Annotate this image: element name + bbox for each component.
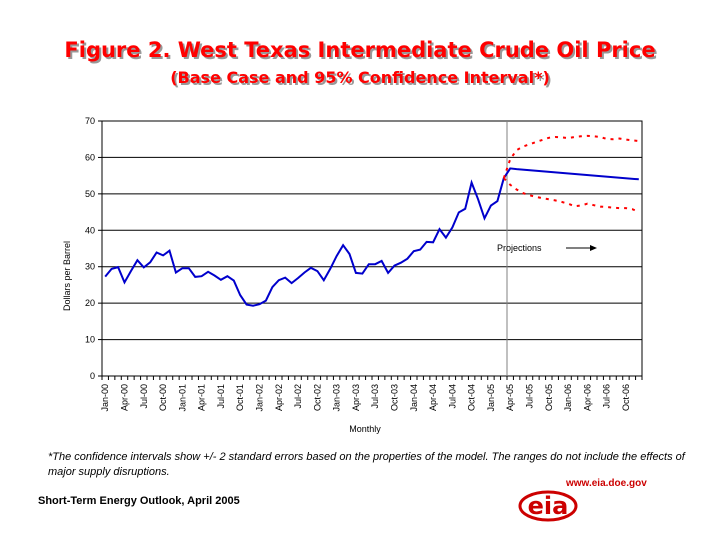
x-tick-label: Jan-06 [563, 384, 573, 412]
y-tick-label: 60 [85, 152, 95, 162]
footnote: *The confidence intervals show +/- 2 sta… [48, 451, 685, 478]
x-tick-label: Jul-05 [525, 384, 535, 409]
source-caption: Short-Term Energy Outlook, April 2005 [38, 495, 240, 507]
x-tick-label: Oct-00 [158, 384, 168, 411]
x-tick-label: Oct-05 [544, 384, 554, 411]
y-axis-ticks: 0 10 20 30 40 50 60 70 [85, 116, 102, 381]
x-tick-label: Jul-04 [447, 384, 457, 409]
y-axis-label: Dollars per Barrel [62, 241, 72, 311]
x-tick-label: Apr-03 [351, 384, 361, 411]
eia-logo-icon: eia [518, 490, 578, 522]
projections-annotation: Projections [497, 243, 542, 253]
x-tick-label: Oct-03 [390, 384, 400, 411]
x-tick-label: Oct-04 [467, 384, 477, 411]
chart-title: Figure 2. West Texas Intermediate Crude … [64, 38, 656, 62]
y-tick-label: 30 [85, 262, 95, 272]
x-tick-label: Jan-04 [409, 384, 419, 412]
x-tick-label: Apr-06 [582, 384, 592, 411]
x-tick-label: Jul-01 [216, 384, 226, 409]
x-tick-label: Apr-01 [197, 384, 207, 411]
series-lines [104, 134, 640, 307]
x-tick-label: Apr-05 [505, 384, 515, 411]
y-tick-label: 70 [85, 116, 95, 126]
y-tick-label: 50 [85, 189, 95, 199]
x-tick-label: Jul-03 [370, 384, 380, 409]
series-line-3 [503, 177, 640, 214]
x-tick-label: Oct-06 [621, 384, 631, 411]
x-tick-label: Oct-02 [312, 384, 322, 411]
gridlines [102, 120, 642, 341]
y-tick-label: 40 [85, 225, 95, 235]
x-tick-label: Jan-02 [255, 384, 265, 412]
x-tick-label: Jan-00 [100, 384, 110, 412]
x-tick-label: Apr-02 [274, 384, 284, 411]
x-axis-ticks: Jan-00 Apr-00 Jul-00 Oct-00 Jan-01 Apr-01 Jul-… [100, 376, 643, 412]
x-tick-label: Apr-04 [428, 384, 438, 411]
x-tick-label: Jul-02 [293, 384, 303, 409]
x-tick-label: Apr-00 [120, 384, 130, 411]
y-tick-label: 10 [85, 335, 95, 345]
x-tick-label: Jan-03 [332, 384, 342, 412]
x-tick-label: Jan-01 [177, 384, 187, 412]
eia-logo-text: eia [528, 492, 569, 520]
x-tick-label: Jan-05 [486, 384, 496, 412]
plot-area-frame [101, 120, 643, 377]
eia-url: www.eia.doe.gov [566, 478, 647, 489]
series-line-1 [104, 167, 639, 307]
y-tick-label: 20 [85, 298, 95, 308]
chart-subtitle: (Base Case and 95% Confidence Interval*) [170, 68, 550, 87]
x-tick-label: Jul-06 [602, 384, 612, 409]
x-tick-label: Oct-01 [235, 384, 245, 411]
x-tick-label: Jul-00 [139, 384, 149, 409]
projections-arrow-icon [566, 245, 597, 251]
y-tick-label: 0 [90, 371, 95, 381]
x-axis-label: Monthly [349, 424, 381, 434]
series-line-2 [502, 134, 639, 179]
